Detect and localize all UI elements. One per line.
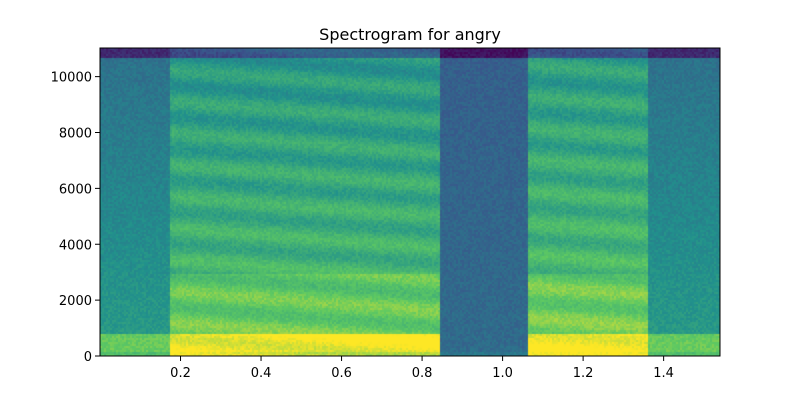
- y-tick-label: 2000: [59, 294, 92, 309]
- y-tick-label: 8000: [59, 127, 92, 142]
- y-tick-label: 0: [84, 350, 92, 365]
- x-tick-label: 0.4: [251, 366, 272, 381]
- y-axis: 0 2000 4000 6000 8000 10000: [51, 71, 100, 365]
- chart-title: Spectrogram for angry: [319, 25, 501, 44]
- x-tick-label: 1.0: [492, 366, 513, 381]
- x-tick-label: 0.2: [170, 366, 191, 381]
- plot-frame: [99, 47, 721, 357]
- y-tick-label: 4000: [59, 238, 92, 253]
- x-tick-label: 0.6: [331, 366, 352, 381]
- plot-area: [100, 48, 720, 356]
- x-tick-label: 0.8: [412, 366, 433, 381]
- y-tick-label: 6000: [59, 182, 92, 197]
- x-tick-label: 1.4: [653, 366, 674, 381]
- y-tick-label: 10000: [51, 71, 92, 86]
- spectrogram-heatmap: [100, 48, 720, 356]
- x-tick-label: 1.2: [573, 366, 594, 381]
- x-axis: 0.2 0.4 0.6 0.8 1.0 1.2 1.4: [170, 356, 674, 381]
